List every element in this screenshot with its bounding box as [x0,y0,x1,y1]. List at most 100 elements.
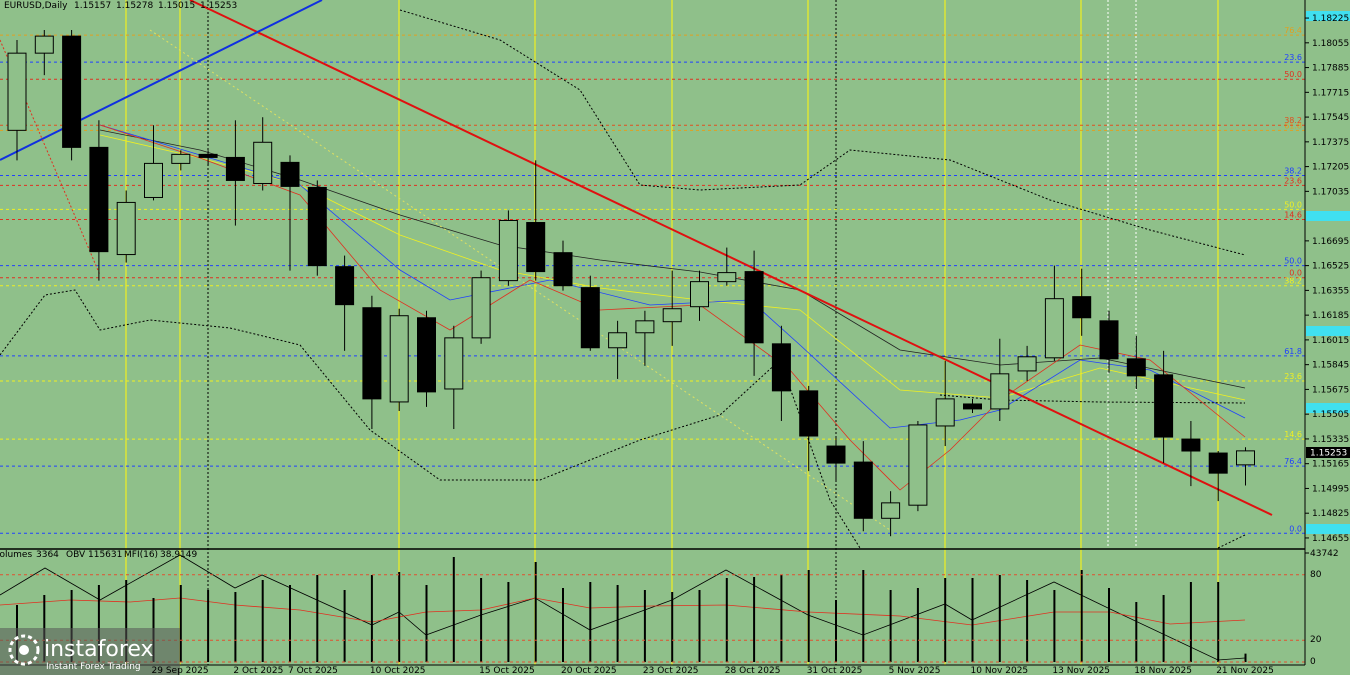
mfi-title: MFI(16) [124,550,158,560]
y-tick-label: 1.14825 [1312,509,1349,519]
y-tick-label: 1.16695 [1312,237,1349,247]
candle-body [280,161,300,187]
y-tick-label: 1.16185 [1312,311,1349,321]
candle-body [198,153,218,158]
candle-body [498,219,518,282]
y-tick-label: 1.17715 [1312,88,1349,98]
fib-level-label: 14.6 [1284,210,1302,219]
candle-body [1099,320,1119,360]
fib-level-label: 50.0 [1284,70,1302,79]
mfi-tick-label: 20 [1310,635,1322,645]
candle-body [362,307,382,400]
y-tick-label: 1.17545 [1312,113,1349,123]
x-tick-label: 31 Oct 2025 [807,666,863,675]
candle-body [1072,296,1092,319]
candle-body [417,317,436,393]
x-tick-label: 5 Nov 2025 [889,666,941,675]
candle-body [826,445,846,464]
y-tick-label: 1.14995 [1312,484,1349,494]
trend-line-red-dotted [0,39,101,276]
x-tick-label: 21 Nov 2025 [1216,666,1274,675]
band-middle [939,394,1246,404]
candle-body [580,287,600,349]
candle-body [7,52,27,131]
candle-body [225,156,245,181]
trend-line-yellow-dotted [149,29,891,531]
candle-body [690,281,709,308]
header-high: 1.15278 [116,1,153,11]
header-low: 1.15015 [158,1,195,11]
x-tick-label: 7 Oct 2025 [288,666,338,675]
candle-body [935,398,955,427]
x-tick-label: 20 Oct 2025 [561,666,617,675]
candle-body [471,277,491,339]
candle-body [62,35,82,148]
trend-line-red [189,0,1273,516]
fib-level-label: 38.2 [1284,277,1302,286]
line-price-markers [1306,11,1350,534]
y-tick-label: 1.14655 [1312,534,1349,544]
fib-level-label: 61.8 [1284,121,1302,130]
symbol: EURUSD,Daily [4,1,68,11]
candle-body [34,35,54,54]
mfi-line [0,597,1246,626]
candle-body [908,424,928,506]
obv-value: 115631 [88,550,122,560]
band-lower [0,289,861,549]
x-tick-label: 2 Oct 2025 [233,666,283,675]
candle-body [662,308,682,323]
candle-body [881,502,901,519]
fib-levels: 76.423.650.061.838.238.223.650.014.650.0… [0,26,1305,534]
fib-level-label: 0.0 [1289,269,1302,278]
y-tick-label: 1.15165 [1312,460,1349,470]
fib-level-label: 23.6 [1284,372,1302,381]
candle-body [335,266,355,306]
fib-level-label: 38.2 [1284,116,1302,125]
fib-level-label: 0.0 [1289,524,1302,533]
y-tick-label: 1.15845 [1312,361,1349,371]
fib-level-label: 76.4 [1284,457,1302,466]
watermark: instaforex Instant Forex Trading [0,628,180,675]
candle-body [1236,450,1255,466]
candle-body [553,252,573,287]
candle-body [717,272,737,283]
candle-body [444,337,464,390]
candle-body [389,315,409,403]
candle-body [116,201,136,256]
y-tick-label: 1.16355 [1312,286,1349,296]
candle-body [171,153,191,164]
y-tick-label: 1.17375 [1312,138,1349,148]
candle-body [253,141,273,184]
fib-level-label: 50.0 [1284,257,1302,266]
x-tick-label: 18 Nov 2025 [1134,666,1192,675]
price-axis: 1.18225 1.18055 1.17885 1.17715 1.17545 1.173… [1305,14,1349,544]
candle-body [608,332,628,349]
x-tick-label: 13 Nov 2025 [1052,666,1110,675]
fib-level-label: 61.8 [1284,347,1302,356]
candle-body [1017,356,1037,372]
candle-body [635,320,655,334]
tagline: Instant Forex Trading [46,662,141,672]
candle-body [963,403,982,410]
candle-body [1181,438,1201,452]
y-tick-label: 1.15335 [1312,435,1349,445]
dotted-separators [207,0,1137,665]
y-tick-label: 1.17035 [1312,187,1349,197]
band-upper [399,9,1246,256]
x-tick-label: 23 Oct 2025 [643,666,699,675]
obv-line [0,554,1246,661]
candle-body [1154,374,1174,438]
candle-body [799,390,819,437]
band-lower-right [1217,534,1246,549]
y-tick-label: 1.16015 [1312,336,1349,346]
y-tick-label: 1.18055 [1312,39,1349,49]
fib-level-label: 50.0 [1284,200,1302,209]
sub-indicator-lines [0,554,1246,661]
x-tick-label: 15 Oct 2025 [479,666,535,675]
candle-body [744,271,764,344]
candle-body [1208,452,1228,474]
volume-tick-label: 43742 [1310,549,1339,559]
fib-level-label: 14.6 [1284,430,1302,439]
candle-body [771,343,791,392]
candle-body [307,186,327,267]
